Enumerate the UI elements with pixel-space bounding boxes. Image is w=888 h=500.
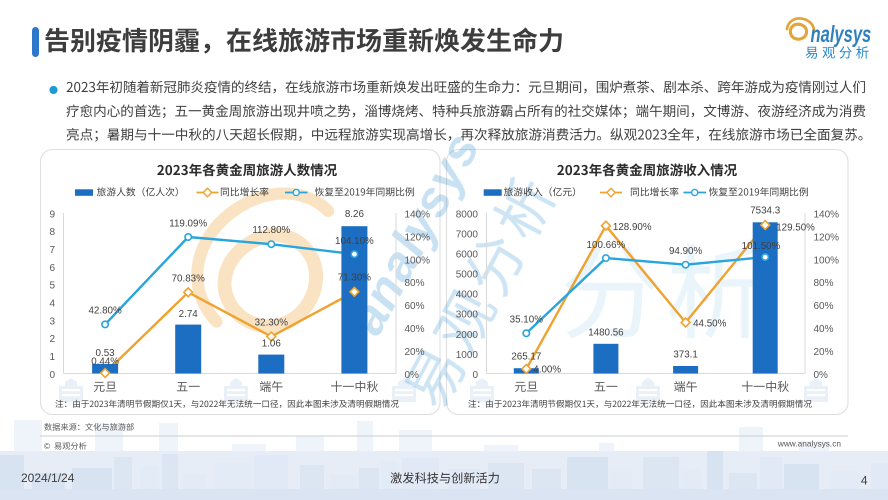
svg-text:100%: 100% [405,255,431,266]
svg-text:4: 4 [49,299,55,310]
svg-text:60%: 60% [405,301,425,312]
svg-text:www.analysys.cn: www.analysys.cn [777,439,842,449]
svg-text:0: 0 [49,370,55,381]
svg-text:35.10%: 35.10% [510,314,544,325]
svg-text:20%: 20% [814,347,834,358]
svg-text:7: 7 [49,245,55,256]
svg-text:128.90%: 128.90% [613,222,652,233]
svg-text:265.17: 265.17 [511,352,541,363]
svg-text:140%: 140% [814,209,840,220]
svg-text:71.30%: 71.30% [338,273,372,284]
svg-text:80%: 80% [405,278,425,289]
svg-text:94.90%: 94.90% [669,246,703,257]
svg-text:0.53: 0.53 [96,348,116,359]
svg-text:0%: 0% [814,370,829,381]
svg-text:44.50%: 44.50% [693,319,727,330]
svg-text:120%: 120% [814,232,840,243]
svg-text:40%: 40% [814,324,834,335]
svg-text:119.09%: 119.09% [169,218,207,229]
svg-text:129.50%: 129.50% [776,223,815,234]
svg-text:40%: 40% [405,324,425,335]
svg-text:20%: 20% [405,347,425,358]
svg-text:5000: 5000 [456,270,479,281]
svg-text:4: 4 [861,474,868,488]
svg-text:6: 6 [49,263,55,274]
svg-text:120%: 120% [405,232,431,243]
svg-text:0%: 0% [405,370,420,381]
svg-text:7000: 7000 [456,230,479,241]
svg-text:8.26: 8.26 [345,209,365,220]
svg-text:42.80%: 42.80% [88,306,122,317]
svg-text:©: © [44,441,51,451]
svg-text:1.06: 1.06 [262,339,282,350]
svg-text:2.74: 2.74 [179,309,199,320]
svg-text:8000: 8000 [456,209,479,220]
svg-text:9: 9 [49,209,55,220]
svg-text:nalysys: nalysys [811,22,872,47]
svg-text:100%: 100% [814,255,840,266]
svg-text:100.66%: 100.66% [587,240,626,251]
svg-text:4.00%: 4.00% [533,364,561,375]
svg-text:6000: 6000 [456,250,479,261]
svg-text:140%: 140% [405,209,431,220]
svg-text:4000: 4000 [456,290,479,301]
svg-text:32.30%: 32.30% [255,318,289,329]
svg-text:7534.3: 7534.3 [750,206,781,217]
svg-text:3000: 3000 [456,310,479,321]
svg-text:2024/1/24: 2024/1/24 [21,471,75,485]
svg-text:80%: 80% [814,278,834,289]
svg-text:5: 5 [49,281,55,292]
svg-text:2000: 2000 [456,330,479,341]
svg-text:8: 8 [49,227,55,238]
svg-text:2: 2 [49,334,55,345]
svg-text:0: 0 [472,370,478,381]
svg-text:1480.56: 1480.56 [588,327,624,338]
svg-text:1000: 1000 [456,350,479,361]
svg-text:3: 3 [49,316,55,327]
svg-text:104.10%: 104.10% [335,236,374,247]
svg-text:101.50%: 101.50% [742,241,781,252]
svg-text:1: 1 [49,352,55,363]
svg-text:0.44%: 0.44% [91,357,119,368]
svg-text:373.1: 373.1 [673,349,698,360]
svg-text:112.80%: 112.80% [252,225,290,236]
svg-text:60%: 60% [814,301,834,312]
svg-text:70.83%: 70.83% [172,273,206,284]
